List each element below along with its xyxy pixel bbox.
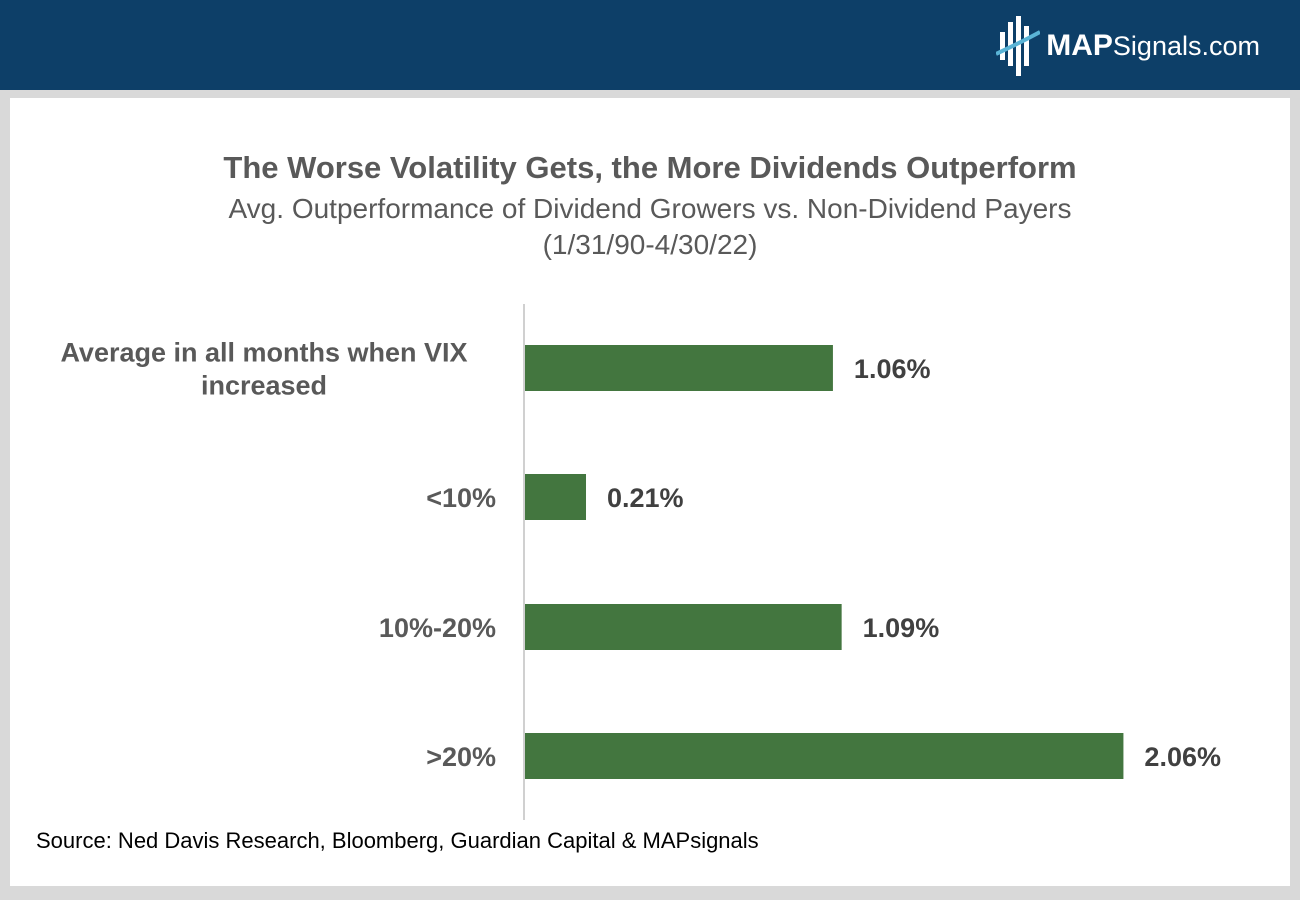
category-label-1: <10% <box>426 483 496 513</box>
bar-1 <box>525 474 587 520</box>
bar-3 <box>525 733 1124 779</box>
category-label-3: >20% <box>426 742 496 772</box>
chart-title: The Worse Volatility Gets, the More Divi… <box>223 150 1077 185</box>
brand-logo[interactable]: MAPSignals.com <box>996 14 1260 78</box>
bars-group: 1.06% Average in all months when VIX incre… <box>60 338 1221 779</box>
source-note: Source: Ned Davis Research, Bloomberg, G… <box>36 828 759 853</box>
chart-date-range: (1/31/90-4/30/22) <box>542 229 758 260</box>
category-label-0: Average in all months when VIX increased <box>60 338 467 401</box>
chart-subtitle: Avg. Outperformance of Dividend Growers … <box>228 193 1072 224</box>
value-label-1: 0.21% <box>607 483 684 513</box>
value-label-2: 1.09% <box>863 613 940 643</box>
logo-text-bold: MAP <box>1046 29 1113 62</box>
bar-0 <box>525 345 833 391</box>
bar-2 <box>525 604 842 650</box>
header-bar: MAPSignals.com <box>0 0 1300 90</box>
logo-text-rest: Signals.com <box>1112 31 1260 61</box>
logo-text: MAPSignals.com <box>1046 31 1260 61</box>
value-label-0: 1.06% <box>854 354 931 384</box>
logo-mark-icon <box>996 16 1041 76</box>
value-label-3: 2.06% <box>1144 742 1221 772</box>
category-label-2: 10%-20% <box>379 613 496 643</box>
